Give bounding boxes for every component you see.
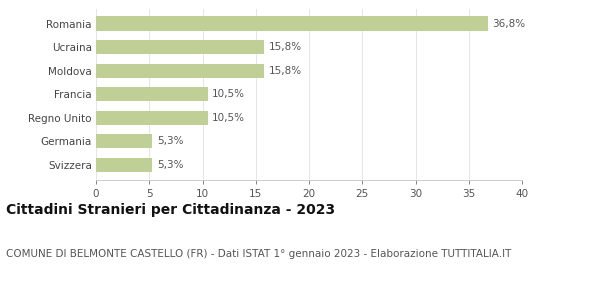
Bar xyxy=(96,40,264,54)
Bar xyxy=(96,158,152,172)
Text: 15,8%: 15,8% xyxy=(269,66,302,76)
Bar xyxy=(96,17,488,31)
Text: 36,8%: 36,8% xyxy=(492,19,526,28)
Bar xyxy=(96,134,152,148)
Bar xyxy=(96,111,208,125)
Bar xyxy=(96,64,264,78)
Text: COMUNE DI BELMONTE CASTELLO (FR) - Dati ISTAT 1° gennaio 2023 - Elaborazione TUT: COMUNE DI BELMONTE CASTELLO (FR) - Dati … xyxy=(6,249,511,259)
Text: 5,3%: 5,3% xyxy=(157,160,183,170)
Text: 10,5%: 10,5% xyxy=(212,89,245,99)
Text: 10,5%: 10,5% xyxy=(212,113,245,123)
Text: Cittadini Stranieri per Cittadinanza - 2023: Cittadini Stranieri per Cittadinanza - 2… xyxy=(6,203,335,217)
Bar xyxy=(96,87,208,101)
Text: 15,8%: 15,8% xyxy=(269,42,302,52)
Text: 5,3%: 5,3% xyxy=(157,136,183,146)
